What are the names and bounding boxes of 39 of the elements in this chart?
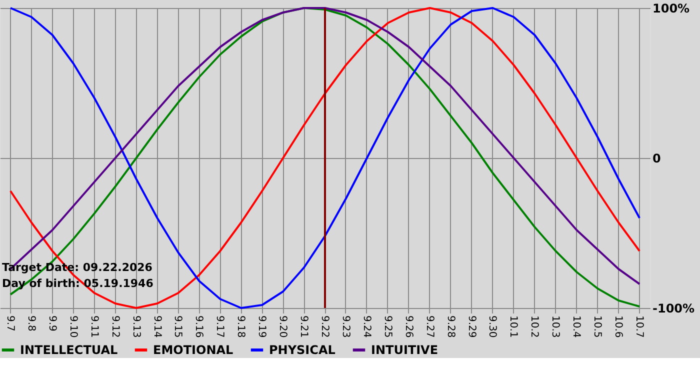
x-tick-label: 9.19 (256, 316, 268, 338)
x-tick-label: 9.29 (466, 316, 477, 338)
x-tick-label: 9.24 (360, 316, 372, 338)
legend-label: INTUITIVE (371, 343, 438, 357)
x-tick-label: 9.7 (4, 316, 16, 332)
x-tick-label: 10.1 (508, 316, 519, 338)
x-tick-label: 9.15 (172, 316, 184, 338)
x-tick-label: 9.18 (235, 316, 246, 338)
x-tick-label: 9.11 (88, 316, 100, 338)
annotation: Day of birth: 05.19.1946 (2, 277, 154, 290)
x-tick-label: 9.20 (277, 316, 288, 338)
legend-label: PHYSICAL (269, 343, 336, 357)
x-tick-label: 10.7 (634, 316, 645, 338)
x-tick-label: 9.26 (402, 316, 414, 338)
legend-label: INTELLECTUAL (20, 343, 118, 357)
x-tick-label: 9.13 (130, 316, 142, 338)
x-tick-label: 9.21 (298, 316, 310, 338)
x-tick-label: 9.16 (193, 316, 204, 338)
x-tick-label: 10.3 (550, 316, 561, 338)
x-tick-label: 9.25 (382, 316, 393, 338)
x-tick-label: 9.10 (67, 316, 78, 338)
x-tick-label: 9.8 (25, 316, 36, 332)
y-tick-label: -100% (652, 302, 695, 316)
x-tick-label: 9.27 (424, 316, 435, 338)
x-tick-label: 10.5 (592, 316, 603, 338)
x-tick-label: 9.28 (444, 316, 456, 338)
x-tick-label: 9.17 (214, 316, 226, 338)
x-tick-label: 9.30 (486, 316, 498, 338)
x-tick-label: 10.6 (612, 316, 624, 338)
x-tick-label: 9.14 (151, 316, 162, 338)
x-tick-label: 9.9 (46, 316, 58, 332)
x-tick-label: 9.22 (319, 316, 330, 338)
x-tick-label: 9.23 (340, 316, 351, 338)
legend-label: EMOTIONAL (153, 343, 234, 357)
y-tick-label: 100% (652, 2, 690, 16)
x-tick-label: 10.2 (528, 316, 540, 338)
x-tick-label: 9.12 (109, 316, 120, 338)
y-tick-label: 0 (652, 152, 661, 166)
x-tick-label: 10.4 (570, 316, 582, 338)
